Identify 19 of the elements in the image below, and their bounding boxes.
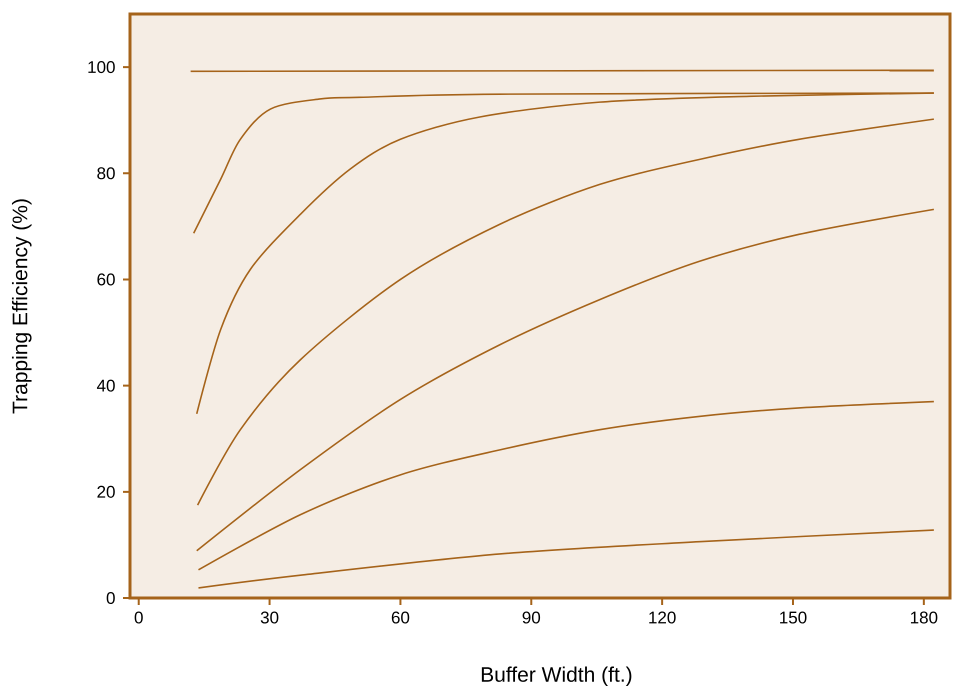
y-axis-title: Trapping Efficiency (%) bbox=[12, 199, 32, 414]
line-series bbox=[198, 529, 935, 589]
x-tick-label: 120 bbox=[649, 612, 676, 624]
y-tick-label: 60 bbox=[97, 273, 115, 286]
line-series bbox=[196, 118, 935, 506]
y-tick-label: 20 bbox=[97, 486, 115, 498]
x-tick-label: 0 bbox=[134, 612, 143, 624]
x-tick-label: 150 bbox=[780, 612, 807, 624]
x-tick-label: 180 bbox=[910, 612, 938, 624]
y-tick-label: 100 bbox=[88, 61, 115, 74]
y-tick-label: 0 bbox=[106, 592, 115, 604]
y-tick-label: 80 bbox=[97, 167, 115, 180]
y-tick-label: 40 bbox=[96, 380, 115, 392]
line-series bbox=[196, 208, 935, 552]
x-axis-title: Buffer Width (ft.) bbox=[482, 666, 632, 686]
line-series bbox=[198, 400, 935, 571]
x-tick-label: 90 bbox=[522, 612, 540, 624]
x-tick-label: 60 bbox=[392, 612, 410, 624]
x-tick-label: 30 bbox=[260, 612, 278, 624]
